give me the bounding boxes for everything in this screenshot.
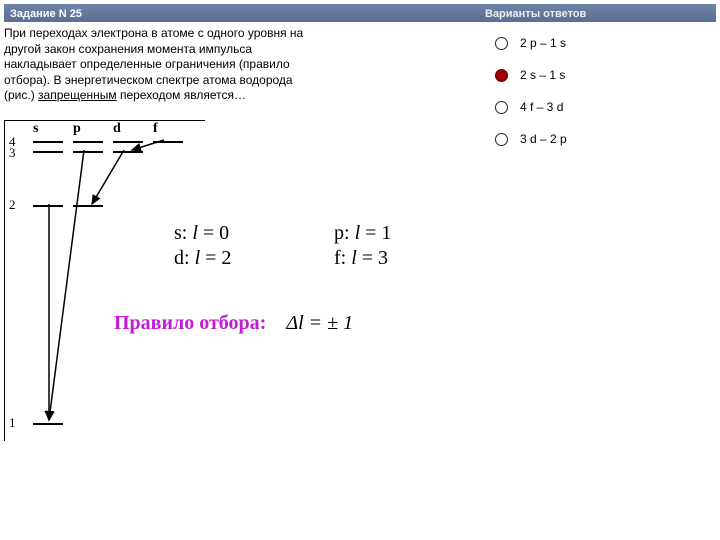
level-dash — [73, 151, 103, 153]
col-s: s — [33, 121, 38, 137]
option-4[interactable]: 3 d – 2 p — [495, 132, 710, 146]
ov-s: s: l = 0 — [174, 222, 229, 244]
rule-label: Правило отбора: — [114, 312, 266, 334]
level-dash — [153, 141, 183, 143]
body-row: При переходах электрона в атоме с одного… — [4, 22, 716, 164]
option-label: 2 s – 1 s — [520, 68, 565, 82]
level-dash — [73, 141, 103, 143]
header-right-label: Варианты ответов — [485, 8, 586, 20]
col-d: d — [113, 121, 121, 137]
rule-formula: Δl = ± 1 — [286, 312, 353, 334]
q-tail: переходом является… — [117, 88, 246, 102]
q-line-0: При переходах электрона в атоме с одного… — [4, 26, 303, 40]
option-3[interactable]: 4 f – 3 d — [495, 100, 710, 114]
level-dash — [113, 141, 143, 143]
radio-unselected-icon — [495, 133, 508, 146]
question-column: При переходах электрона в атоме с одного… — [4, 22, 479, 164]
question-text: При переходах электрона в атоме с одного… — [4, 26, 473, 104]
level-dash — [33, 141, 63, 143]
header-left: Задание N 25 — [4, 4, 479, 22]
col-p: p — [73, 121, 81, 137]
ov-p: p: l = 1 — [334, 222, 391, 244]
option-label: 4 f – 3 d — [520, 100, 563, 114]
header-left-label: Задание N 25 — [10, 8, 82, 20]
option-label: 3 d – 2 p — [520, 132, 567, 146]
level-dash — [33, 423, 63, 425]
options-column: 2 p – 1 s 2 s – 1 s 4 f – 3 d 3 d – 2 p — [479, 22, 716, 164]
option-label: 2 p – 1 s — [520, 36, 566, 50]
radio-unselected-icon — [495, 37, 508, 50]
option-2[interactable]: 2 s – 1 s — [495, 68, 710, 82]
q-underlined: запрещенным — [38, 88, 117, 102]
header-row: Задание N 25 Варианты ответов — [4, 4, 716, 22]
option-1[interactable]: 2 p – 1 s — [495, 36, 710, 50]
level-dash — [73, 205, 103, 207]
app-root: Задание N 25 Варианты ответов При перехо… — [4, 4, 716, 164]
q-line-2: накладывает определенные ограничения (пр… — [4, 57, 290, 71]
q-line-1: другой закон сохранения момента импульса — [4, 42, 252, 56]
ov-d: d: l = 2 — [174, 247, 231, 269]
radio-selected-icon — [495, 69, 508, 82]
q-line-3: отбора). В энергетическом спектре атома … — [4, 73, 293, 87]
level-dash — [33, 205, 63, 207]
n-3: 3 — [9, 145, 16, 161]
ov-f: f: l = 3 — [334, 247, 388, 269]
orbital-values: s: l = 0 p: l = 1 d: l = 2 f: l = 3 — [174, 222, 444, 270]
radio-unselected-icon — [495, 101, 508, 114]
level-dash — [113, 151, 143, 153]
selection-rule: Правило отбора: Δl = ± 1 — [114, 312, 353, 335]
col-f: f — [153, 121, 158, 137]
energy-diagram: s p d f 4 3 2 1 — [4, 120, 205, 441]
q-line-4: (рис.) — [4, 88, 38, 102]
level-dash — [33, 151, 63, 153]
n-1: 1 — [9, 415, 16, 431]
header-right: Варианты ответов — [479, 4, 716, 22]
n-2: 2 — [9, 197, 16, 213]
